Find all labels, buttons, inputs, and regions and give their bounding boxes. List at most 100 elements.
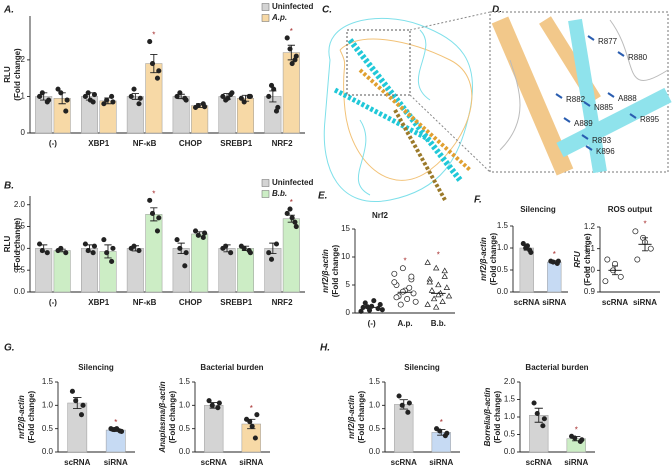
- data-point: [183, 250, 189, 256]
- x-tick-label: A.p.: [397, 319, 412, 328]
- data-point: [238, 95, 244, 101]
- data-point: [531, 400, 537, 406]
- y-tick-label: 1.0: [369, 400, 381, 409]
- chart-title: Silencing: [520, 205, 556, 214]
- significance-mark: *: [403, 256, 406, 265]
- residue-label: R880: [628, 53, 648, 62]
- y-axis-label: nrf2/β-actin: [347, 395, 356, 439]
- y-tick-label: 1.0: [179, 400, 191, 409]
- helix: [568, 18, 607, 174]
- x-tick-label: siRNA: [542, 298, 566, 307]
- y-tick-label: 0: [346, 308, 351, 317]
- data-point: [183, 97, 189, 103]
- data-point: [391, 270, 398, 277]
- data-point: [55, 86, 61, 92]
- data-point: [405, 409, 411, 415]
- panel-label: G.: [4, 343, 15, 354]
- helix: [393, 109, 447, 201]
- legend-label: Uninfected: [272, 2, 313, 11]
- y-tick-label: 10: [341, 252, 350, 261]
- panel-label: H.: [320, 343, 330, 354]
- data-point: [110, 245, 116, 251]
- data-point: [617, 273, 624, 280]
- y-tick-label: 1.0: [504, 412, 516, 421]
- side-chain: [563, 117, 571, 123]
- data-point: [433, 303, 440, 310]
- data-point: [64, 97, 70, 103]
- data-point: [136, 247, 142, 254]
- y-tick-label: 15: [341, 224, 350, 233]
- data-point: [136, 101, 142, 107]
- helix: [333, 87, 432, 143]
- data-point: [195, 232, 201, 238]
- y-axis-label: (Fold change): [331, 244, 340, 297]
- data-point: [406, 400, 412, 406]
- side-chain: [583, 101, 591, 107]
- significance-mark: *: [440, 418, 443, 427]
- data-point: [82, 93, 88, 99]
- bar: [547, 261, 562, 293]
- data-point: [439, 298, 446, 304]
- data-point: [209, 402, 215, 408]
- x-tick-label: (-): [49, 298, 57, 307]
- data-point: [284, 210, 290, 217]
- significance-mark: *: [553, 250, 556, 259]
- legend-label: A.p.: [271, 13, 287, 22]
- data-point: [215, 405, 221, 411]
- data-point: [273, 241, 280, 247]
- side-chain: [617, 51, 625, 57]
- data-point: [268, 256, 275, 262]
- side-chain: [585, 145, 593, 151]
- y-tick-label: 0.0: [369, 447, 381, 456]
- data-point: [443, 284, 451, 290]
- x-tick-label: NF-κB: [133, 139, 157, 148]
- significance-mark: *: [290, 27, 293, 36]
- y-axis-label: (Fold change): [489, 232, 498, 285]
- data-point: [292, 219, 298, 225]
- data-point: [632, 228, 639, 235]
- y-tick-label: 0.0: [497, 287, 509, 296]
- data-point: [58, 90, 64, 96]
- y-tick-label: 0.5: [504, 430, 516, 439]
- data-point: [358, 308, 364, 314]
- ribbon: [339, 38, 473, 181]
- data-point: [424, 259, 431, 265]
- side-chain: [587, 35, 595, 41]
- side-chain: [607, 92, 615, 98]
- data-point: [424, 301, 431, 307]
- data-point: [78, 412, 85, 418]
- y-tick-label: 0.5: [369, 424, 381, 433]
- x-tick-label: siRNA: [633, 298, 657, 307]
- residue-label: A888: [618, 94, 637, 103]
- y-tick-label: 0.0: [504, 447, 516, 456]
- bar: [145, 214, 163, 293]
- data-point: [634, 256, 641, 263]
- x-tick-label: SREBP1: [220, 298, 253, 307]
- y-tick-label: 5: [346, 280, 351, 289]
- data-point: [37, 93, 43, 99]
- chart-title: Nrf2: [372, 211, 389, 220]
- x-tick-label: SREBP1: [220, 139, 253, 148]
- y-tick-label: 1.5: [497, 221, 509, 230]
- data-point: [39, 90, 45, 96]
- data-point: [114, 426, 120, 432]
- zoom-box: [346, 29, 411, 96]
- data-point: [377, 302, 383, 308]
- data-point: [266, 250, 272, 256]
- y-tick-label: 1.5: [504, 395, 516, 404]
- data-point: [555, 258, 561, 264]
- data-point: [550, 259, 556, 265]
- data-point: [131, 86, 137, 92]
- loop: [499, 19, 669, 151]
- y-tick-label: 0.0: [179, 447, 191, 456]
- y-axis-label: Anaplasma/β-actin: [158, 381, 167, 453]
- y-axis-label: (Fold change): [27, 390, 36, 443]
- y-axis-label: RLU: [3, 66, 12, 83]
- data-point: [399, 402, 405, 408]
- y-tick-label: 0.5: [14, 265, 26, 274]
- y-axis-label: (Fold change): [168, 390, 177, 443]
- y-axis-label: (Fold change): [13, 48, 22, 101]
- data-point: [80, 402, 86, 408]
- y-axis-label: nrf2/β-actin: [321, 249, 330, 293]
- data-point: [104, 97, 110, 103]
